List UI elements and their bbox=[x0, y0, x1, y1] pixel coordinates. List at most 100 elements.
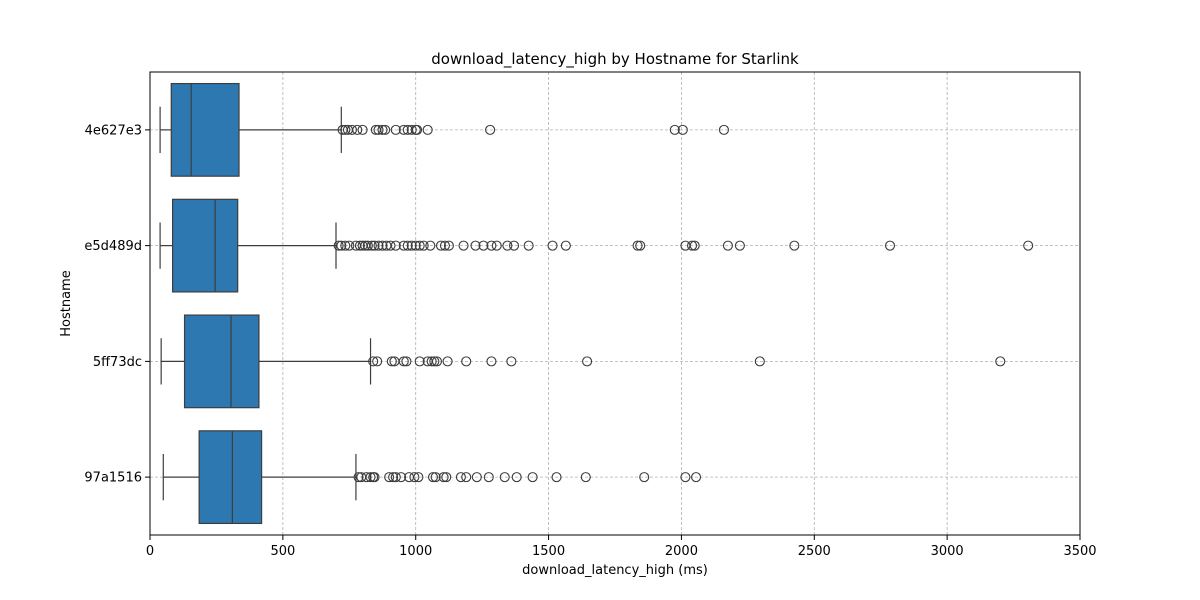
outlier-point bbox=[438, 472, 449, 483]
outlier-point bbox=[346, 124, 357, 135]
outlier-point bbox=[368, 356, 379, 367]
outlier-point bbox=[396, 472, 407, 483]
x-tick-label: 3500 bbox=[1063, 544, 1096, 559]
outlier-point bbox=[441, 472, 452, 483]
outlier-point bbox=[422, 124, 433, 135]
outlier-point bbox=[669, 124, 680, 135]
outlier-point bbox=[461, 472, 472, 483]
outlier-point bbox=[443, 240, 454, 251]
outlier-point bbox=[442, 356, 453, 367]
outlier-point bbox=[377, 240, 388, 251]
outlier-point bbox=[372, 356, 383, 367]
outlier-point bbox=[639, 472, 650, 483]
outlier-point bbox=[687, 240, 698, 251]
outlier-point bbox=[461, 356, 472, 367]
outlier-point bbox=[789, 240, 800, 251]
outlier-point bbox=[406, 124, 417, 135]
outlier-point bbox=[718, 124, 729, 135]
x-tick-label: 3000 bbox=[931, 544, 964, 559]
outlier-point bbox=[369, 472, 380, 483]
outlier-point bbox=[754, 356, 765, 367]
outlier-point bbox=[357, 124, 368, 135]
outlier-point bbox=[485, 124, 496, 135]
outlier-point bbox=[398, 240, 409, 251]
outlier-point bbox=[429, 356, 440, 367]
outlier-point bbox=[430, 472, 441, 483]
iqr-box bbox=[198, 430, 263, 525]
chart-title: download_latency_high by Hostname for St… bbox=[431, 50, 799, 69]
outlier-point bbox=[418, 240, 429, 251]
x-tick-label: 0 bbox=[146, 544, 154, 559]
outlier-point bbox=[333, 240, 344, 251]
outlier-point bbox=[398, 356, 409, 367]
outlier-point bbox=[406, 240, 417, 251]
outlier-point bbox=[410, 240, 421, 251]
x-tick-label: 500 bbox=[270, 544, 295, 559]
outlier-point bbox=[402, 240, 413, 251]
outlier-point bbox=[414, 240, 425, 251]
outlier-point bbox=[486, 240, 497, 251]
outlier-point bbox=[398, 124, 409, 135]
outlier-point bbox=[386, 356, 397, 367]
x-tick-label: 1500 bbox=[532, 544, 565, 559]
outlier-point bbox=[632, 240, 643, 251]
outlier-point bbox=[884, 240, 896, 251]
outlier-point bbox=[353, 472, 364, 483]
outlier-point bbox=[511, 472, 522, 483]
outlier-point bbox=[411, 124, 423, 135]
y-tick-label: 5ff73dc bbox=[93, 355, 142, 370]
outlier-point bbox=[523, 240, 534, 251]
box-layer bbox=[159, 82, 1034, 525]
x-axis-label: download_latency_high (ms) bbox=[522, 563, 708, 578]
outlier-point bbox=[377, 124, 388, 135]
box-group-4e627e3 bbox=[159, 82, 729, 177]
y-tick-label: e5d489d bbox=[84, 239, 142, 254]
outlier-point bbox=[458, 240, 469, 251]
iqr-box bbox=[171, 198, 239, 293]
iqr-box bbox=[183, 314, 260, 409]
plot-frame bbox=[149, 71, 1081, 536]
outlier-point bbox=[508, 240, 520, 251]
x-tick-label: 1000 bbox=[399, 544, 432, 559]
outlier-point bbox=[470, 240, 481, 251]
outlier-point bbox=[340, 240, 351, 251]
outlier-point bbox=[365, 472, 376, 483]
outlier-point bbox=[582, 356, 593, 367]
outlier-point bbox=[425, 240, 436, 251]
y-tick-label: 97a1516 bbox=[84, 471, 142, 486]
tick-layer: 0 500 1000 1500 2000 2500 3000 3500 4e627e3 e5d48… bbox=[84, 123, 1096, 559]
outlier-point bbox=[547, 240, 558, 251]
outlier-point bbox=[390, 472, 401, 483]
outlier-point bbox=[340, 124, 351, 135]
outlier-point bbox=[401, 356, 412, 367]
outlier-point bbox=[527, 472, 538, 483]
outlier-point bbox=[344, 240, 355, 251]
y-axis-label: Hostname bbox=[59, 270, 74, 336]
outlier-point bbox=[431, 356, 443, 367]
outlier-point bbox=[369, 240, 380, 251]
outlier-point bbox=[413, 472, 424, 483]
outlier-point bbox=[580, 472, 591, 483]
outlier-point bbox=[506, 356, 517, 367]
outlier-point bbox=[1023, 240, 1034, 251]
outlier-point bbox=[690, 472, 702, 483]
outlier-point bbox=[471, 472, 482, 483]
outlier-point bbox=[385, 240, 396, 251]
outlier-point bbox=[390, 240, 401, 251]
outlier-point bbox=[414, 356, 425, 367]
outlier-point bbox=[409, 472, 420, 483]
x-tick-label: 2000 bbox=[665, 544, 698, 559]
outlier-point bbox=[499, 472, 510, 483]
outlier-point bbox=[354, 240, 365, 251]
iqr-box bbox=[170, 82, 240, 177]
outlier-point bbox=[734, 240, 745, 251]
outlier-point bbox=[635, 240, 646, 251]
outlier-point bbox=[380, 124, 391, 135]
outlier-point bbox=[390, 124, 401, 135]
outlier-point bbox=[373, 124, 384, 135]
outlier-point bbox=[677, 124, 688, 135]
outlier-point bbox=[388, 472, 399, 483]
outlier-point bbox=[361, 472, 372, 483]
outlier-point bbox=[551, 472, 562, 483]
outlier-point bbox=[995, 356, 1006, 367]
